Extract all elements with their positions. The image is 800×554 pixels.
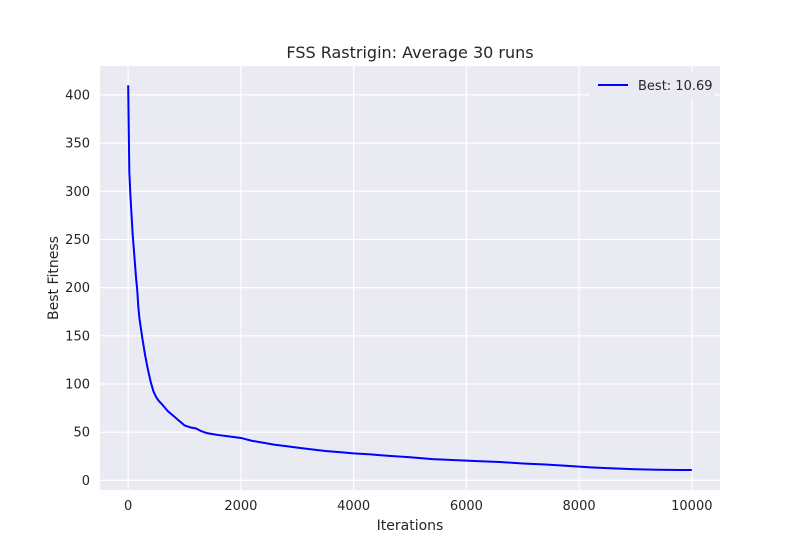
x-tick-label: 10000 [671, 499, 712, 514]
x-tick-label: 6000 [450, 499, 483, 514]
x-tick-label: 0 [124, 499, 132, 514]
series-layer [127, 85, 692, 472]
y-tick-label: 50 [73, 426, 90, 441]
x-tick-label: 8000 [563, 499, 596, 514]
y-tick-label: 350 [65, 137, 90, 152]
gridlines [100, 66, 720, 490]
y-tick-label: 400 [65, 88, 90, 103]
x-tick-label: 2000 [224, 499, 257, 514]
x-tick-labels: 0 2000 4000 6000 8000 10000 [124, 499, 712, 514]
y-tick-label: 300 [65, 185, 90, 200]
y-tick-label: 150 [65, 329, 90, 344]
series-line-0 [127, 85, 692, 472]
y-tick-label: 250 [65, 233, 90, 248]
x-axis-label: Iterations [377, 518, 444, 534]
legend: Best: 10.69 [590, 72, 714, 98]
y-axis-label: Best Fitness [46, 236, 62, 320]
y-tick-label: 200 [65, 281, 90, 296]
chart-title: FSS Rastrigin: Average 30 runs [286, 43, 533, 62]
legend-box [590, 72, 714, 98]
x-tick-label: 4000 [337, 499, 370, 514]
plot-background [100, 66, 720, 490]
legend-label: Best: 10.69 [638, 79, 713, 94]
y-tick-labels: 0 50 100 150 200 250 300 350 400 [65, 88, 90, 488]
y-tick-label: 0 [82, 474, 90, 489]
y-tick-label: 100 [65, 378, 90, 393]
